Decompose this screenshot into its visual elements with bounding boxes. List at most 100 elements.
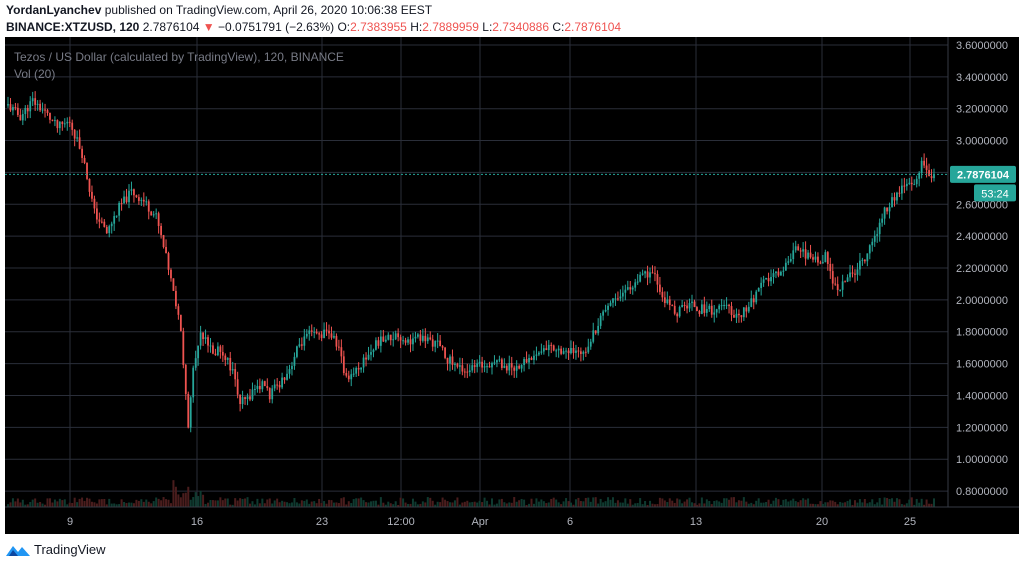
y-tick-label: 2.0000000 xyxy=(956,295,1008,307)
candle-body xyxy=(752,298,755,303)
candle-body xyxy=(78,137,81,149)
last-price-tag xyxy=(950,165,1016,183)
candle-body xyxy=(592,330,595,342)
candle-body xyxy=(315,331,318,334)
candle-body xyxy=(300,344,303,346)
volume-bar xyxy=(414,501,417,507)
volume-bar xyxy=(856,502,859,507)
volume-bar xyxy=(436,501,439,507)
volume-bar xyxy=(735,502,738,507)
candle-body xyxy=(560,348,563,354)
candle-body xyxy=(572,348,575,353)
volume-bar xyxy=(392,504,395,507)
volume-bar xyxy=(636,503,639,507)
volume-bar xyxy=(570,502,573,507)
candle-body xyxy=(705,309,708,313)
volume-bar xyxy=(63,499,66,507)
candle-body xyxy=(723,305,726,307)
candle-body xyxy=(910,182,913,185)
volume-bar xyxy=(913,504,916,507)
volume-bar xyxy=(367,502,370,507)
candle-body xyxy=(16,107,19,115)
volume-bar xyxy=(342,497,345,507)
candle-body xyxy=(918,172,921,179)
volume-bar xyxy=(831,500,834,507)
candle-body xyxy=(399,337,402,341)
volume-bar xyxy=(767,499,770,507)
time-axis[interactable]: 9 16 23 12:00 Apr 6 13 20 25 xyxy=(67,516,916,528)
candle-body xyxy=(659,284,661,292)
volume-bar xyxy=(577,497,580,507)
price-axis[interactable]: 3.60000003.40000003.20000003.00000002.80… xyxy=(956,40,1008,498)
volume-bar xyxy=(431,500,434,507)
author-name[interactable]: YordanLyanchev xyxy=(6,3,102,17)
volume-bar xyxy=(323,501,326,507)
candle-body xyxy=(110,223,113,227)
candle-body xyxy=(320,334,323,338)
volume-bar xyxy=(695,504,698,507)
candle-body xyxy=(762,279,765,283)
candle-body xyxy=(273,384,276,389)
candle-body xyxy=(871,241,874,246)
price-chart[interactable]: 3.60000003.40000003.20000003.00000002.80… xyxy=(0,37,1024,534)
y-tick-label: 2.4000000 xyxy=(956,231,1008,243)
volume-bar xyxy=(216,500,219,507)
volume-bar xyxy=(582,501,585,507)
volume-bar xyxy=(888,498,891,507)
volume-bar xyxy=(142,501,145,507)
volume-bar xyxy=(656,504,659,507)
open-value: 2.7383955 xyxy=(350,20,407,34)
candle-body xyxy=(142,199,145,202)
volume-bar xyxy=(871,499,874,507)
candle-body xyxy=(454,363,456,365)
candle-body xyxy=(417,334,419,337)
volume-bar xyxy=(169,503,172,507)
volume-bar xyxy=(589,501,592,507)
candle-body xyxy=(91,191,93,199)
volume-bar xyxy=(868,502,871,507)
volume-bar xyxy=(836,504,839,507)
candle-body xyxy=(604,309,607,312)
candle-body xyxy=(305,333,308,337)
candle-body xyxy=(609,302,612,306)
volume-bar xyxy=(397,504,400,507)
candle-body xyxy=(347,375,350,380)
volume-bar xyxy=(41,503,44,507)
volume-bar xyxy=(846,500,849,507)
volume-bar xyxy=(53,499,56,507)
volume-bar xyxy=(157,498,160,507)
volume-bar xyxy=(728,499,731,507)
candle-body xyxy=(355,367,358,374)
volume-bar xyxy=(777,499,780,507)
tradingview-footer[interactable]: TradingView xyxy=(6,542,106,557)
volume-bar xyxy=(809,503,812,507)
candle-body xyxy=(330,333,333,338)
volume-bar xyxy=(814,504,817,507)
volume-bar xyxy=(750,502,753,507)
volume-bar xyxy=(905,503,908,507)
candle-body xyxy=(192,367,195,398)
volume-bar xyxy=(528,503,531,507)
volume-bar xyxy=(352,499,355,507)
volume-bar xyxy=(560,504,563,507)
candle-body xyxy=(313,331,316,333)
volume-bar xyxy=(700,497,703,507)
volume-bar xyxy=(229,504,232,507)
volume-bar xyxy=(520,498,523,507)
candle-body xyxy=(570,348,572,354)
volume-bar xyxy=(784,499,787,507)
volume-bar xyxy=(248,503,251,507)
high-key: H: xyxy=(410,20,423,34)
candle-body xyxy=(617,298,619,300)
candle-body xyxy=(530,357,533,360)
candle-body xyxy=(199,332,202,346)
candle-body xyxy=(150,211,153,216)
volume-bar xyxy=(66,504,69,507)
volume-bar xyxy=(498,499,501,507)
volume-bar xyxy=(819,501,822,507)
candle-body xyxy=(14,107,17,109)
volume-bar xyxy=(537,501,540,507)
candle-body xyxy=(12,107,14,111)
candle-body xyxy=(375,340,377,350)
candle-body xyxy=(137,197,140,201)
